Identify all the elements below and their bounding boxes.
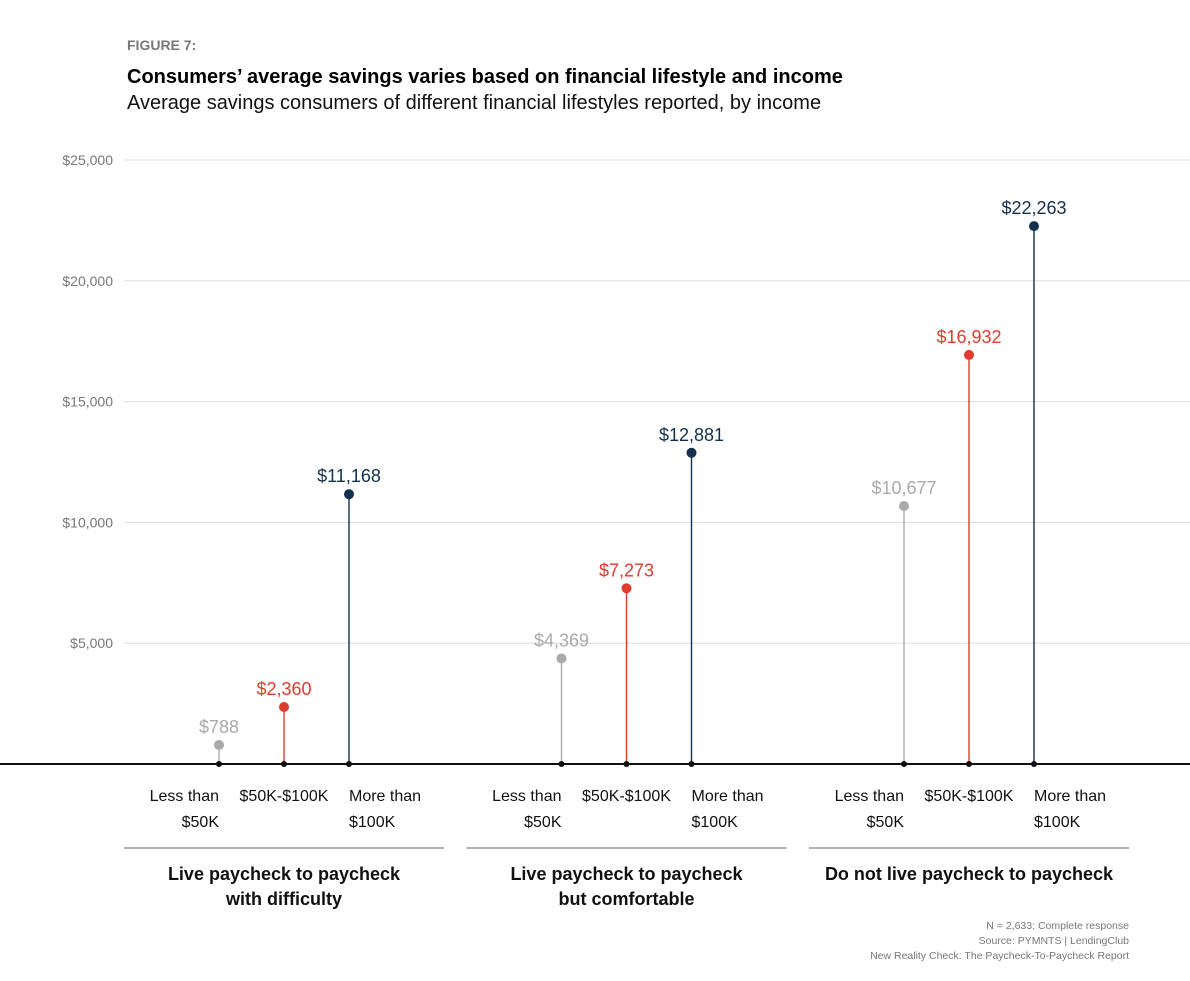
- dot: [556, 653, 567, 664]
- value-label: $788: [199, 717, 239, 737]
- y-tick-label: $15,000: [62, 394, 113, 410]
- base-dot: [216, 761, 222, 767]
- dot: [964, 349, 974, 360]
- figure-label: FIGURE 7:: [127, 37, 197, 53]
- category-label: More than $100K: [691, 788, 764, 831]
- y-tick-label: $5,000: [70, 635, 113, 651]
- footnote: Source: PYMNTS | LendingClub: [978, 935, 1129, 947]
- category-label: $50K-$100K: [239, 788, 329, 805]
- y-tick-label: $10,000: [62, 514, 113, 530]
- dot: [621, 583, 632, 594]
- y-tick-label: $20,000: [62, 273, 113, 289]
- base-dot: [688, 761, 695, 767]
- group-label: Do not live paycheck to paycheck: [824, 864, 1114, 884]
- dot: [899, 501, 909, 512]
- dot: [214, 739, 224, 750]
- category-label: More than $100K: [349, 788, 422, 831]
- dot: [1029, 221, 1039, 232]
- value-label: $22,263: [1001, 198, 1066, 218]
- dot: [686, 447, 697, 458]
- category-label: $50K-$100K: [582, 788, 671, 805]
- value-label: $12,881: [659, 425, 724, 445]
- group-label: Live paycheck to paycheck but comfortabl…: [510, 864, 743, 909]
- value-label: $11,168: [317, 466, 381, 486]
- base-dot: [558, 761, 565, 767]
- base-dot: [281, 761, 287, 767]
- chart-title: Consumers’ average savings varies based …: [127, 66, 843, 88]
- value-label: $16,932: [936, 327, 1001, 347]
- category-label: Less than $50K: [834, 788, 904, 831]
- value-label: $10,677: [871, 478, 936, 498]
- base-dot: [1031, 761, 1037, 767]
- category-label: Less than $50K: [149, 788, 219, 831]
- footnote: New Reality Check: The Paycheck-To-Paych…: [870, 950, 1129, 962]
- value-label: $2,360: [256, 679, 311, 699]
- base-dot: [901, 761, 907, 767]
- category-label: $50K-$100K: [924, 788, 1014, 805]
- dot: [279, 701, 289, 712]
- base-dot: [346, 761, 352, 767]
- group-label: Live paycheck to paycheck with difficult…: [167, 864, 401, 909]
- footnote: N = 2,633: Complete response: [986, 920, 1129, 932]
- chart-subtitle: Average savings consumers of different f…: [127, 92, 822, 114]
- category-label: Less than $50K: [492, 788, 562, 831]
- dot: [344, 489, 354, 500]
- value-label: $4,369: [534, 630, 589, 650]
- y-tick-label: $25,000: [62, 152, 113, 168]
- base-dot: [966, 761, 972, 767]
- value-label: $7,273: [599, 560, 654, 580]
- category-label: More than $100K: [1034, 788, 1107, 831]
- base-dot: [623, 761, 630, 767]
